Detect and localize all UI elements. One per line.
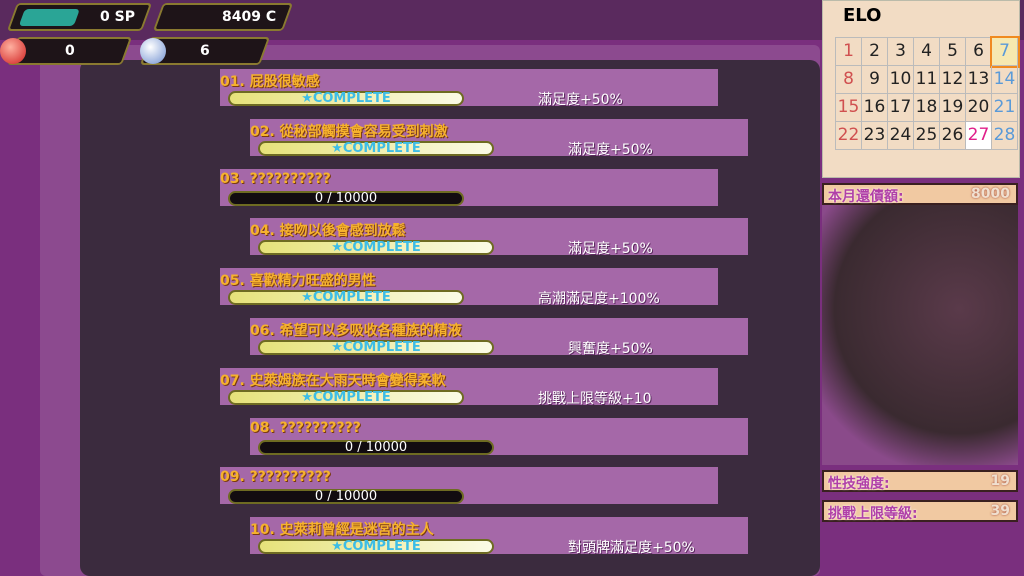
calendar-day: 3: [888, 38, 914, 66]
quest-title: 06. 希望可以多吸收各種族的精液: [250, 323, 462, 339]
quest-row[interactable]: 06. 希望可以多吸收各種族的精液 ★COMPLETE 興奮度+50%: [250, 318, 748, 357]
calendar-day: 16: [862, 94, 888, 122]
calendar-day: 19: [940, 94, 966, 122]
quest-row[interactable]: 10. 史萊莉曾經是迷宮的主人 ★COMPLETE 對頭牌滿足度+50%: [250, 517, 748, 557]
quest-progress-bar: 0 / 10000: [258, 439, 494, 455]
quest-progress-bar: ★COMPLETE: [228, 290, 464, 306]
calendar-day: 6: [966, 38, 992, 66]
decorative-art: [822, 205, 1018, 465]
quest-progress-bar: ★COMPLETE: [228, 389, 464, 405]
calendar: ELO 1 2 3 4 5 6 7 8 9 10 11 12 13 14 15 16 17 18 19 20 21 22 2…: [822, 0, 1020, 178]
skill-row: 性技強度: 19: [822, 470, 1018, 492]
blue-orb-value: 6: [200, 43, 210, 59]
quest-title: 02. 從秘部觸摸會容易受到刺激: [250, 123, 448, 140]
quest-row[interactable]: 03. ?????????? 0 / 10000: [220, 168, 718, 206]
challenge-label: 挑戰上限等級:: [828, 506, 918, 522]
red-orb-value: 0: [64, 43, 75, 59]
quest-reward: 挑戰上限等級+10: [538, 390, 652, 407]
quest-title: 09. ??????????: [220, 469, 331, 486]
quest-row[interactable]: 01. 屁股很敏感 ★COMPLETE 滿足度+50%: [220, 69, 718, 108]
quest-row[interactable]: 05. 喜歡精力旺盛的男性 ★COMPLETE 高潮滿足度+100%: [220, 268, 718, 308]
quest-progress-bar: ★COMPLETE: [258, 240, 494, 256]
calendar-month: ELO: [843, 5, 882, 26]
quest-reward: 滿足度+50%: [538, 92, 623, 108]
sp-bar: [18, 9, 80, 26]
calendar-day: 12: [940, 66, 966, 94]
calendar-day: 22: [836, 122, 862, 150]
challenge-row: 挑戰上限等級: 39: [822, 500, 1018, 522]
quest-progress-bar: ★COMPLETE: [258, 539, 494, 555]
quest-reward: 對頭牌滿足度+50%: [568, 540, 695, 557]
calendar-day: 8: [836, 66, 862, 94]
calendar-day: 20: [966, 94, 992, 122]
coin-display: 8409 C: [152, 3, 294, 31]
calendar-day: 25: [914, 122, 940, 150]
quest-row[interactable]: 08. ?????????? 0 / 10000: [250, 417, 748, 455]
repayment-label: 本月還債額:: [828, 189, 904, 205]
quest-title: 01. 屁股很敏感: [220, 74, 320, 90]
calendar-day: 14: [992, 66, 1018, 94]
calendar-day: 26: [940, 122, 966, 150]
quest-row[interactable]: 04. 接吻以後會感到放鬆 ★COMPLETE 滿足度+50%: [250, 218, 748, 258]
calendar-day: 9: [862, 66, 888, 94]
calendar-day: 15: [836, 94, 862, 122]
quest-progress-bar: 0 / 10000: [228, 190, 464, 206]
calendar-day: 17: [888, 94, 914, 122]
calendar-grid: 1 2 3 4 5 6 7 8 9 10 11 12 13 14 15 16 17 18 19 20 21 22 23 24 2…: [835, 36, 1020, 150]
repayment-row: 本月還債額: 8000: [822, 183, 1018, 205]
calendar-day: 2: [862, 38, 888, 66]
calendar-day: 11: [914, 66, 940, 94]
quest-reward: 滿足度+50%: [568, 241, 653, 258]
calendar-day: 18: [914, 94, 940, 122]
calendar-day: 21: [992, 94, 1018, 122]
skill-value: 19: [990, 473, 1010, 489]
calendar-day: 1: [836, 38, 862, 66]
coin-value: 8409 C: [221, 9, 276, 25]
quest-reward: 高潮滿足度+100%: [538, 291, 660, 308]
quest-title: 08. ??????????: [250, 419, 361, 436]
skill-label: 性技強度:: [828, 476, 890, 492]
quest-title: 07. 史萊姆族在大雨天時會變得柔軟: [220, 372, 446, 389]
calendar-day: 23: [862, 122, 888, 150]
calendar-day: 4: [914, 38, 940, 66]
quest-reward: 滿足度+50%: [568, 141, 653, 158]
quest-progress-bar: ★COMPLETE: [258, 340, 494, 355]
quest-title: 03. ??????????: [220, 170, 331, 187]
quest-title: 10. 史萊莉曾經是迷宮的主人: [250, 522, 434, 539]
calendar-day: 27: [966, 122, 992, 150]
calendar-day: 5: [940, 38, 966, 66]
calendar-day: 13: [966, 66, 992, 94]
red-orb-icon: [0, 38, 26, 64]
quest-row[interactable]: 07. 史萊姆族在大雨天時會變得柔軟 ★COMPLETE 挑戰上限等級+10: [220, 367, 718, 407]
calendar-day: 7: [990, 36, 1020, 68]
blue-orb-icon: [140, 38, 166, 64]
sp-display: 0 SP: [6, 3, 153, 31]
calendar-day: 28: [992, 122, 1018, 150]
sp-value: 0 SP: [100, 9, 135, 25]
quest-title: 05. 喜歡精力旺盛的男性: [220, 273, 376, 290]
calendar-day: 10: [888, 66, 914, 94]
quest-row[interactable]: 09. ?????????? 0 / 10000: [220, 467, 718, 505]
quest-row[interactable]: 02. 從秘部觸摸會容易受到刺激 ★COMPLETE 滿足度+50%: [250, 118, 748, 158]
calendar-day: 24: [888, 122, 914, 150]
quest-progress-bar: ★COMPLETE: [228, 91, 464, 106]
quest-reward: 興奮度+50%: [568, 341, 653, 357]
challenge-value: 39: [990, 503, 1010, 519]
repayment-value: 8000: [971, 186, 1010, 202]
quest-progress-bar: ★COMPLETE: [258, 140, 494, 156]
quest-title: 04. 接吻以後會感到放鬆: [250, 223, 406, 240]
quest-progress-bar: 0 / 10000: [228, 489, 464, 505]
